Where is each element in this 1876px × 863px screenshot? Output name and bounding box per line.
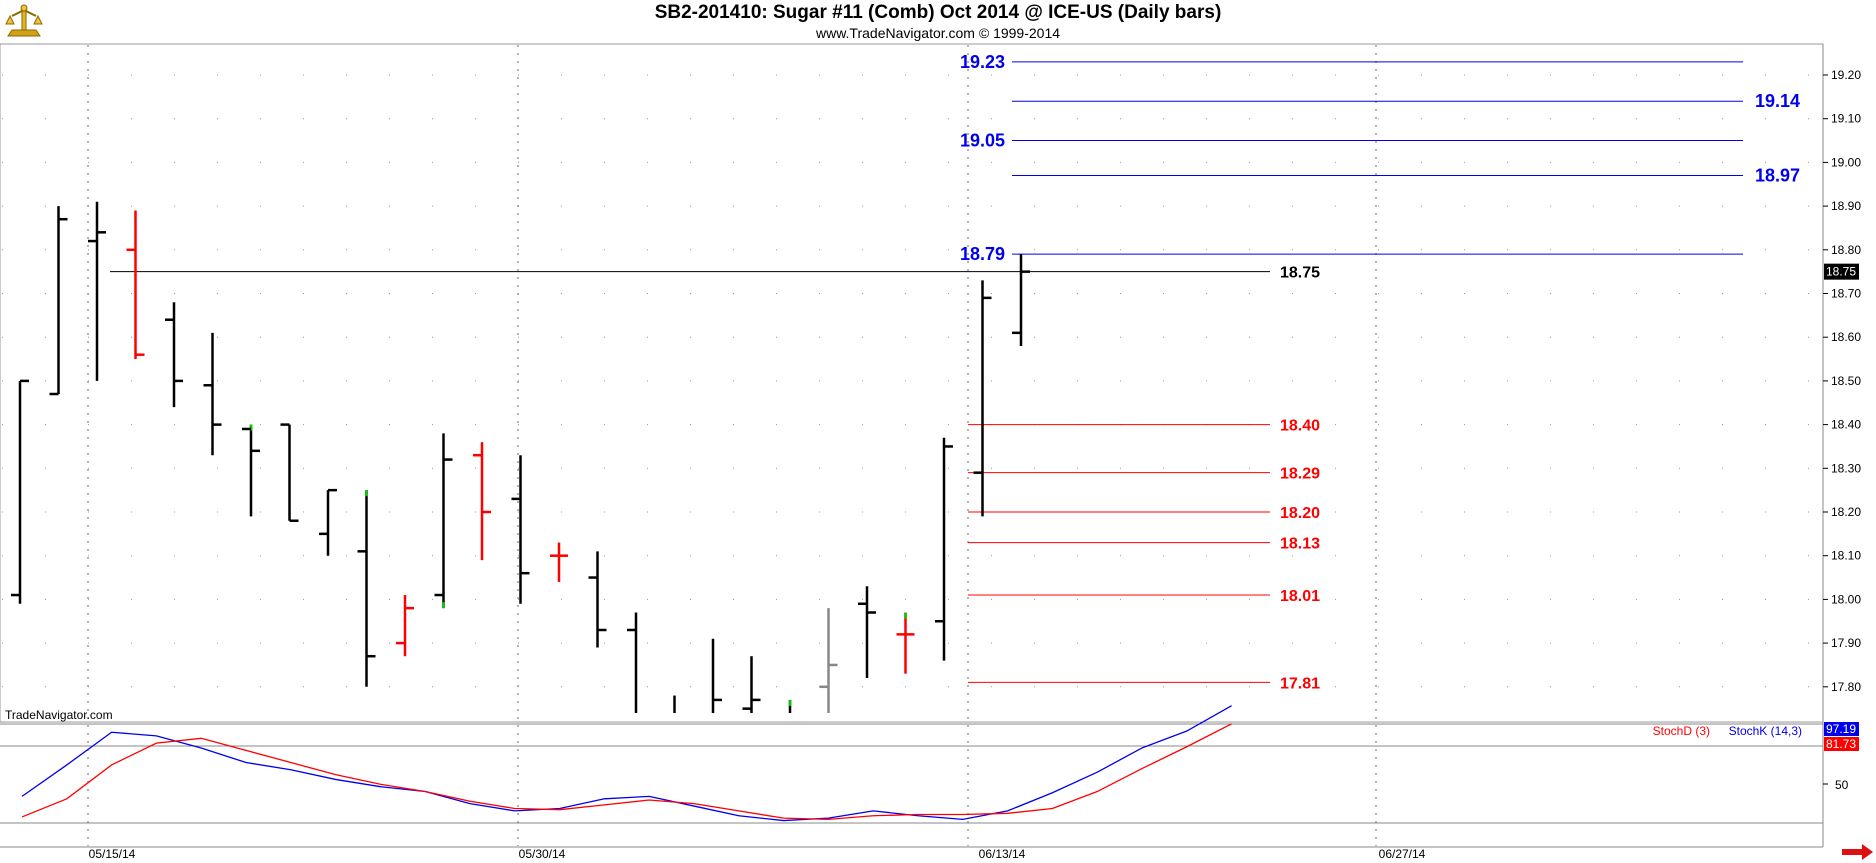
price-tick-label: 18.50: [1831, 374, 1861, 388]
date-label: 05/30/14: [519, 847, 566, 861]
blue-level-label: 19.23: [960, 52, 1005, 72]
level-label-18-75: 18.75: [1280, 265, 1320, 282]
stoch-k-line: [21, 705, 1232, 822]
stochd-value-box: [1824, 737, 1859, 751]
price-tick-label: 18.30: [1831, 461, 1861, 475]
price-tick-label: 19.20: [1831, 68, 1861, 82]
price-tick-label: 17.80: [1831, 680, 1861, 694]
stochk-value-box: [1824, 722, 1859, 736]
price-pane-frame: [0, 43, 1824, 723]
last-price-label: 18.75: [1826, 265, 1856, 279]
stoch-d-line: [21, 723, 1232, 821]
price-tick-label: 18.80: [1831, 243, 1861, 257]
blue-level-label: 19.05: [960, 131, 1005, 151]
chart-subtitle: www.TradeNavigator.com © 1999-2014: [815, 25, 1061, 41]
blue-level-label: 19.14: [1755, 91, 1800, 111]
price-tick-label: 19.00: [1831, 155, 1861, 169]
stochd-value-label: 81.73: [1826, 737, 1856, 751]
red-level-label: 18.20: [1280, 505, 1320, 522]
price-tick-label: 18.40: [1831, 418, 1861, 432]
stoch-tick-label: 50: [1835, 778, 1849, 792]
price-tick-label: 17.90: [1831, 636, 1861, 650]
red-level-label: 18.13: [1280, 536, 1320, 553]
red-level-label: 17.81: [1280, 675, 1320, 692]
blue-level-label: 18.79: [960, 244, 1005, 264]
red-level-label: 18.40: [1280, 418, 1320, 435]
price-tick-label: 18.90: [1831, 199, 1861, 213]
date-label: 05/15/14: [89, 847, 136, 861]
scroll-right-arrow-icon[interactable]: [1840, 843, 1874, 861]
legend-stochk: StochK (14,3): [1729, 724, 1802, 738]
price-tick-label: 18.70: [1831, 287, 1861, 301]
price-tick-label: 18.10: [1831, 549, 1861, 563]
legend-stochd: StochD (3): [1653, 724, 1710, 738]
date-label: 06/27/14: [1379, 847, 1426, 861]
watermark-label: TradeNavigator.com: [5, 708, 113, 722]
price-tick-label: 18.60: [1831, 330, 1861, 344]
price-tick-label: 19.10: [1831, 112, 1861, 126]
chart-title: SB2-201410: Sugar #11 (Comb) Oct 2014 @ …: [654, 2, 1222, 23]
stochk-value-label: 97.19: [1826, 722, 1856, 736]
blue-level-label: 18.97: [1755, 166, 1800, 186]
red-level-label: 18.29: [1280, 466, 1320, 483]
date-label: 06/13/14: [979, 847, 1026, 861]
red-level-label: 18.01: [1280, 588, 1320, 605]
price-tick-label: 18.20: [1831, 505, 1861, 519]
trade-navigator-logo-icon: [5, 4, 43, 37]
price-tick-label: 18.00: [1831, 592, 1861, 606]
last-price-box: [1824, 263, 1859, 280]
